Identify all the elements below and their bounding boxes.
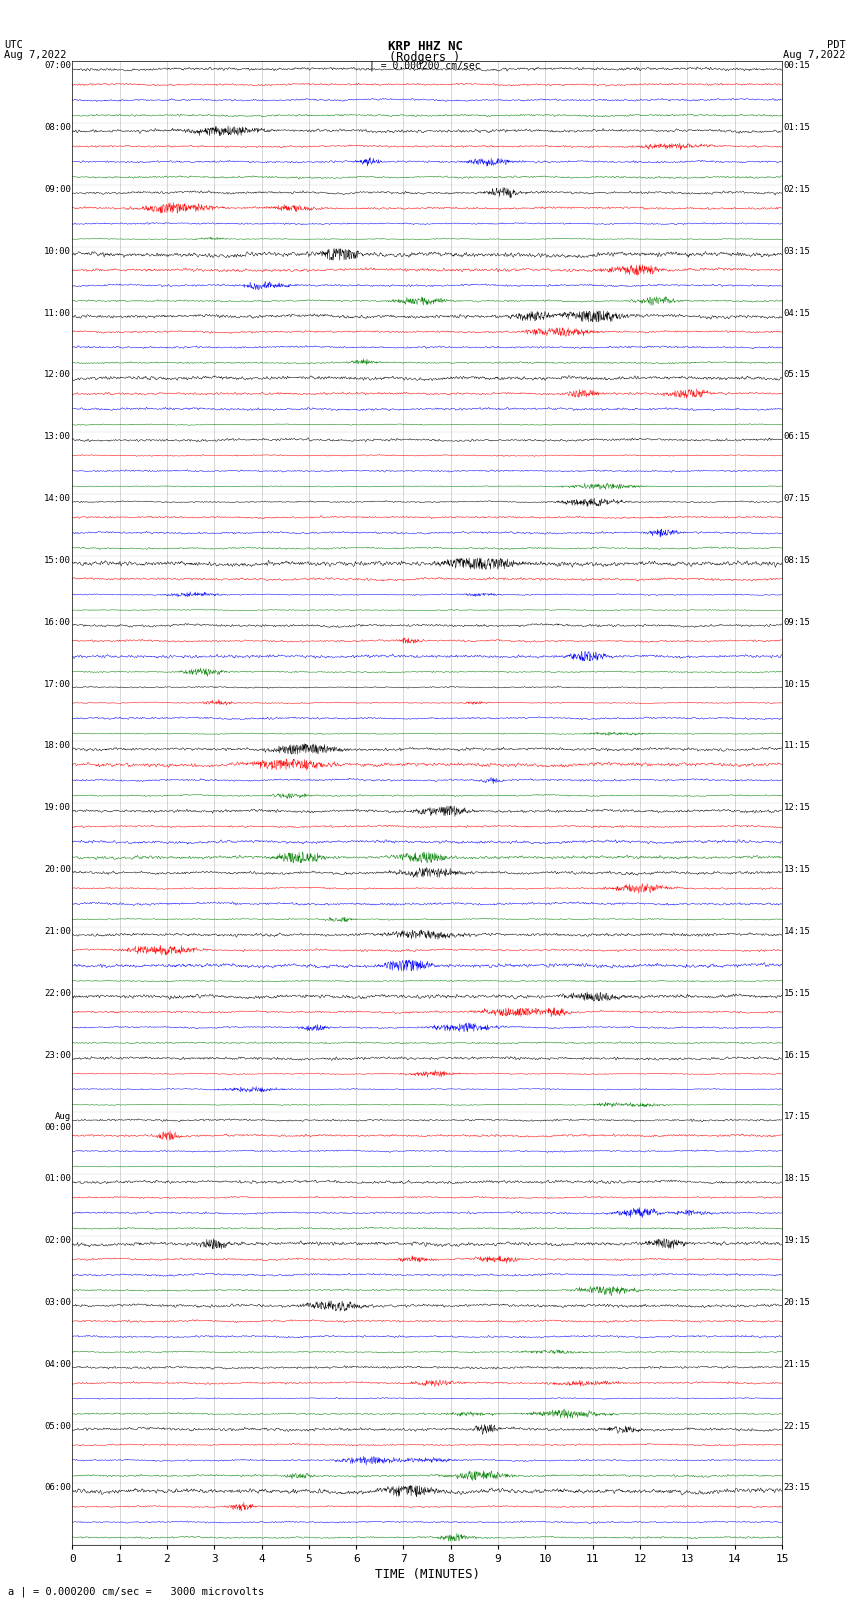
Text: Aug 7,2022: Aug 7,2022 bbox=[783, 50, 846, 60]
Text: a | = 0.000200 cm/sec =   3000 microvolts: a | = 0.000200 cm/sec = 3000 microvolts bbox=[8, 1586, 264, 1597]
Text: PDT: PDT bbox=[827, 40, 846, 50]
X-axis label: TIME (MINUTES): TIME (MINUTES) bbox=[375, 1568, 479, 1581]
Text: UTC: UTC bbox=[4, 40, 23, 50]
Text: | = 0.000200 cm/sec: | = 0.000200 cm/sec bbox=[369, 60, 481, 71]
Text: Aug 7,2022: Aug 7,2022 bbox=[4, 50, 67, 60]
Text: KRP HHZ NC: KRP HHZ NC bbox=[388, 39, 462, 53]
Text: (Rodgers ): (Rodgers ) bbox=[389, 50, 461, 65]
